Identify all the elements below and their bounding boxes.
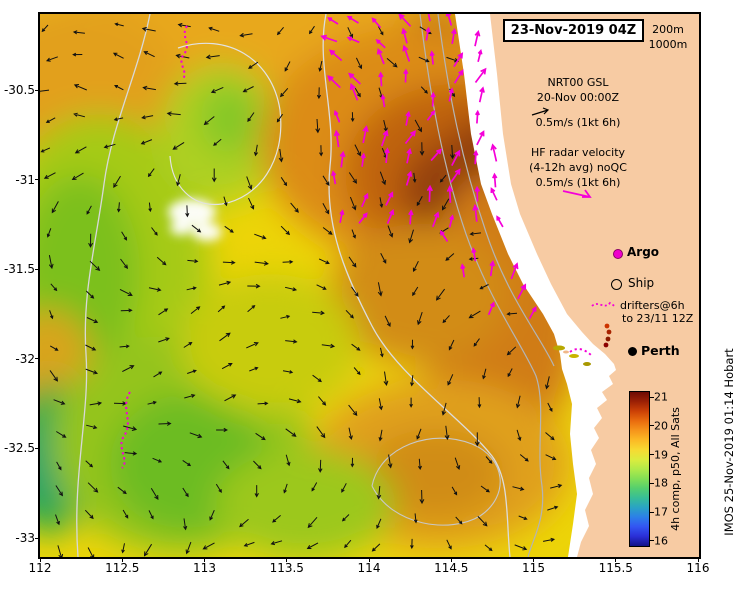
colorbar-tick-label: 17 — [654, 505, 668, 519]
hf-scale-label: 0.5m/s (1kt 6h) — [535, 176, 621, 189]
x-tick-mark — [204, 557, 205, 562]
bathymetry-contours — [76, 14, 555, 557]
ship-marker-icon — [611, 279, 622, 290]
x-tick-label: 116 — [686, 561, 710, 575]
contour-label-200m: 200m — [652, 23, 684, 36]
x-tick-mark — [368, 557, 370, 562]
coastal-drifter-dots — [603, 323, 612, 348]
perth-label: Perth — [641, 343, 680, 358]
nrt-scale-label: 0.5m/s (1kt 6h) — [535, 116, 621, 129]
y-tick-label: -32 — [15, 351, 35, 366]
colorbar-tick-mark — [650, 511, 654, 513]
colorbar-tick-label: 20 — [654, 419, 668, 433]
x-tick-label: 112.5 — [105, 561, 140, 575]
drifter-legend-squiggle-icon — [591, 301, 617, 308]
nrt-date-label: 20-Nov 00:00Z — [536, 91, 620, 104]
imos-credit-text: IMOS 25-Nov-2019 01:14 Hobart — [722, 348, 736, 536]
colorbar-tick-label: 16 — [654, 534, 668, 548]
y-tick-mark — [35, 89, 40, 91]
hf-radar-label: HF radar velocity — [530, 146, 626, 159]
y-tick-mark — [35, 447, 40, 449]
y-tick-mark — [35, 179, 40, 181]
cloud-no-data-patches — [168, 199, 222, 241]
nrt-scale-arrow-icon — [531, 107, 550, 116]
y-tick-mark — [35, 537, 40, 539]
y-tick-label: -30.5 — [3, 83, 35, 97]
x-tick-mark — [121, 557, 123, 562]
x-tick-mark — [39, 557, 41, 562]
x-tick-mark — [533, 557, 534, 562]
x-tick-label: 115 — [522, 561, 545, 575]
y-tick-label: -33 — [15, 531, 35, 545]
colorbar-tick-mark — [650, 482, 654, 484]
sst-colorbar — [629, 391, 650, 547]
argo-label: Argo — [627, 245, 660, 259]
colorbar-tick-mark — [650, 454, 654, 456]
x-tick-label: 114.5 — [434, 561, 469, 575]
map-plot-area — [40, 14, 699, 557]
drifters-label-line1: drifters@6h — [620, 299, 685, 312]
x-tick-mark — [450, 557, 452, 562]
date-title-box: 23-Nov-2019 04Z — [503, 19, 644, 42]
nrt-source-label: NRT00 GSL — [547, 76, 609, 89]
x-tick-label: 113 — [193, 561, 216, 575]
drifters-label-line2: to 23/11 12Z — [622, 312, 694, 325]
colorbar-tick-mark — [650, 425, 654, 427]
x-tick-mark — [286, 557, 288, 562]
colorbar-axis-label: 4h comp, p50, All Sats — [669, 407, 682, 531]
y-tick-label: -31 — [15, 172, 35, 187]
island-specks — [553, 345, 591, 366]
hf-scale-arrow-icon — [562, 189, 592, 198]
colorbar-tick-label: 21 — [654, 390, 668, 404]
y-tick-mark — [35, 268, 40, 270]
x-tick-label: 113.5 — [269, 561, 304, 575]
x-tick-label: 114 — [357, 561, 381, 575]
x-tick-label: 112 — [28, 561, 52, 575]
sst-colorbar-gradient — [630, 392, 649, 546]
perth-marker-icon — [628, 347, 637, 356]
y-tick-label: -32.5 — [3, 441, 35, 456]
drifter-tracks — [120, 25, 593, 469]
y-tick-mark — [35, 358, 40, 360]
colorbar-tick-mark — [650, 540, 654, 542]
x-tick-label: 115.5 — [598, 561, 633, 575]
colorbar-tick-label: 19 — [654, 448, 668, 462]
contour-label-1000m: 1000m — [648, 38, 688, 51]
date-title: 23-Nov-2019 04Z — [510, 23, 637, 38]
hf-radar-vector-field — [320, 14, 537, 320]
x-tick-mark — [615, 557, 617, 562]
y-tick-label: -31.5 — [3, 262, 35, 277]
hf-avg-label: (4-12h avg) noQC — [529, 161, 627, 174]
colorbar-tick-label: 18 — [654, 476, 668, 490]
ship-label: Ship — [628, 276, 655, 290]
x-tick-mark — [697, 557, 699, 562]
colorbar-tick-mark — [650, 396, 654, 398]
argo-marker-icon — [613, 249, 623, 259]
